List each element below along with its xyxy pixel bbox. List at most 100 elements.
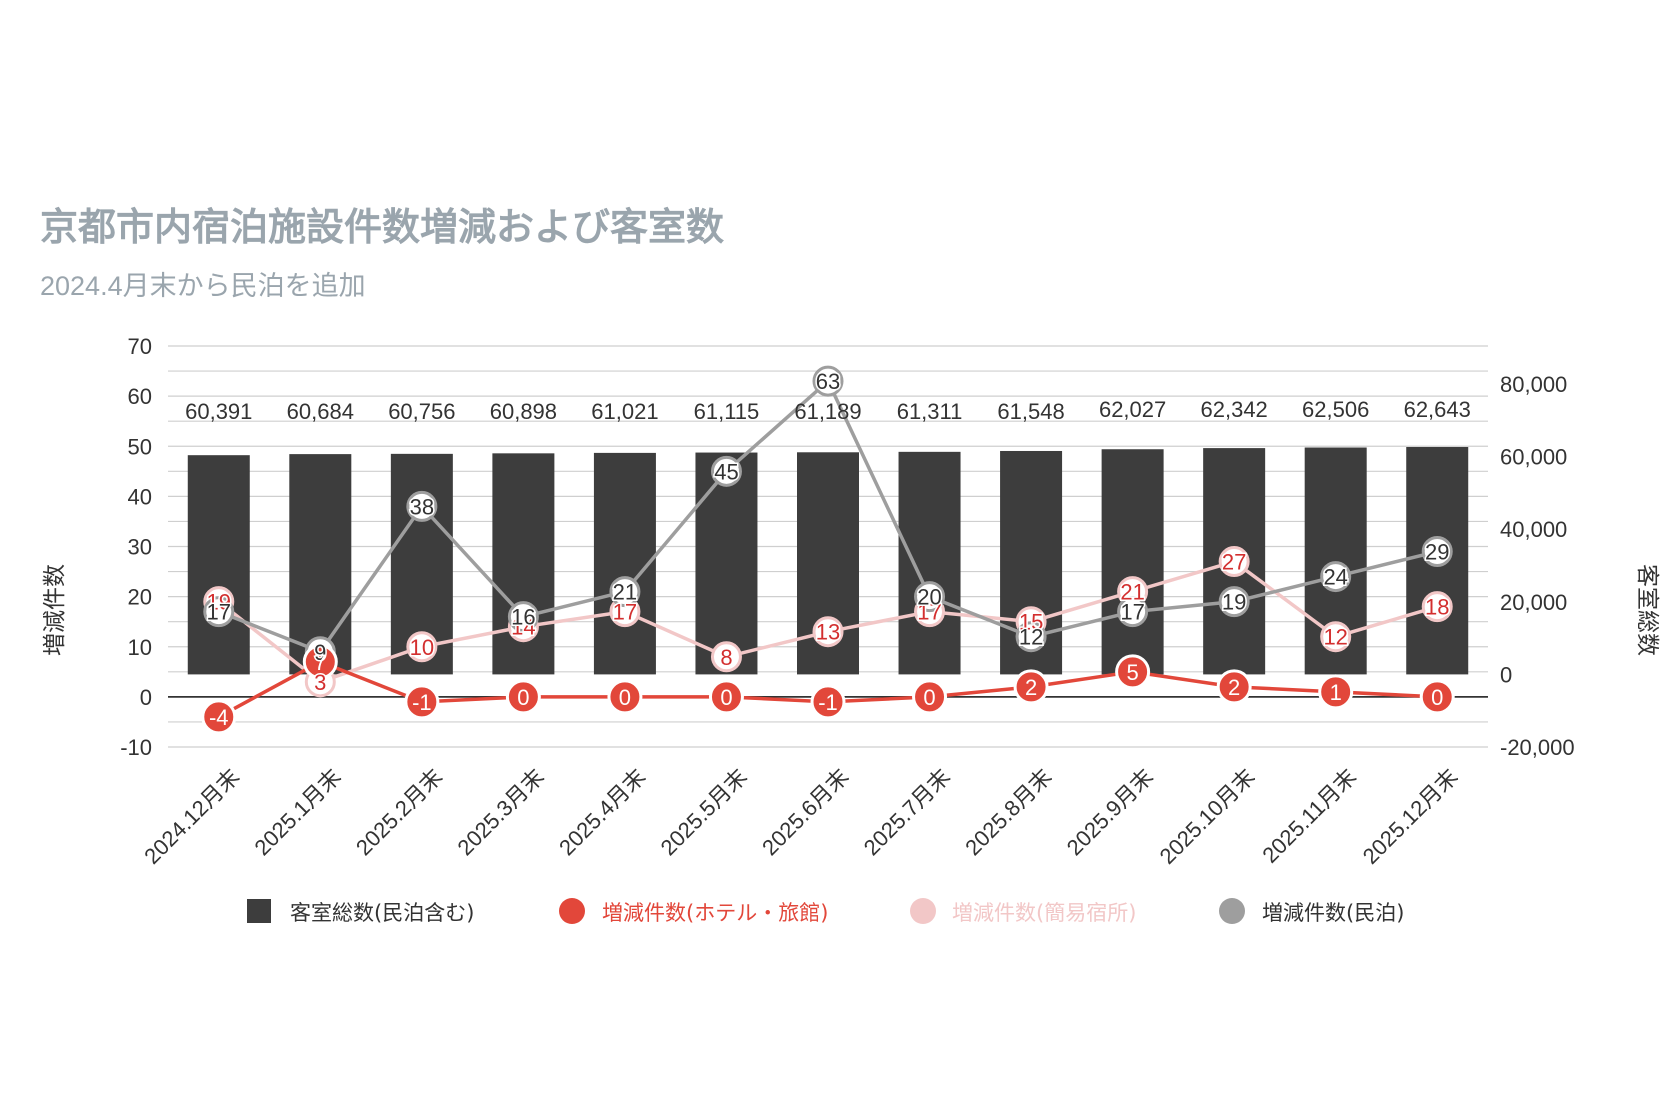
left-axis-tick-label: 40 [128, 484, 152, 509]
x-axis-tick-label: 2025.4月末 [554, 764, 650, 860]
data-point-label: 12 [1019, 625, 1043, 650]
data-point-label: 17 [1120, 600, 1144, 625]
bar-value-label: 61,548 [997, 399, 1064, 424]
bar-value-label: 62,506 [1302, 397, 1369, 422]
data-point [609, 576, 641, 608]
legend-label-minpaku[interactable]: 増減件数(民泊) [1262, 901, 1404, 925]
data-point [1320, 561, 1352, 593]
data-point-label: 29 [1425, 540, 1449, 565]
x-axis-tick-label: 2024.12月末 [139, 764, 244, 869]
data-point-label: 14 [511, 615, 535, 640]
chart-title: 京都市内宿泊施設件数増減および客室数 [40, 205, 724, 249]
data-point [203, 596, 235, 628]
data-point [1218, 546, 1250, 578]
data-point [810, 684, 846, 720]
x-axis-tick-label: 2025.1月末 [249, 764, 345, 860]
bar [187, 455, 250, 675]
data-point-label: 16 [511, 605, 535, 630]
data-point-label: 18 [1425, 595, 1449, 620]
data-point-label: 12 [1323, 625, 1347, 650]
data-point [1216, 669, 1252, 705]
legend-label-bar[interactable]: 客室総数(民泊含む) [290, 901, 474, 925]
x-axis-tick-label: 2025.2月末 [351, 764, 447, 860]
data-point-label: 7 [314, 650, 326, 675]
data-point [708, 679, 744, 715]
chart-subtitle: 2024.4月末から民泊を追加 [40, 271, 366, 301]
x-axis-tick-label: 2025.5月末 [656, 764, 752, 860]
left-axis-tick-label: 20 [128, 585, 152, 610]
right-axis-tick-label: 0 [1500, 662, 1512, 687]
legend-swatch-minpaku [1219, 898, 1245, 924]
legend-label-simple[interactable]: 増減件数(簡易宿所) [952, 901, 1136, 925]
data-point-label: 38 [410, 494, 434, 519]
bar-value-label: 61,021 [591, 399, 658, 424]
data-point [406, 631, 438, 663]
data-point [507, 601, 539, 633]
x-axis-tick-label: 2025.10月末 [1155, 764, 1260, 869]
bar [1101, 449, 1164, 675]
data-point-label: -1 [818, 690, 838, 715]
x-axis-tick-label: 2025.12月末 [1358, 764, 1463, 869]
data-point-label: 13 [816, 620, 840, 645]
bar-value-label: 61,115 [694, 399, 760, 424]
data-point-label: 0 [1431, 685, 1443, 710]
x-axis-tick-label: 2025.8月末 [960, 764, 1056, 860]
legend-swatch-simple [910, 898, 936, 924]
left-axis-tick-label: 10 [128, 635, 152, 660]
bar [898, 451, 961, 675]
bar-value-label: 62,027 [1099, 397, 1166, 422]
data-point-label: 19 [207, 590, 231, 615]
data-point [406, 490, 438, 522]
legend-label-hotel[interactable]: 増減件数(ホテル・旅館) [602, 901, 828, 925]
data-point [607, 679, 643, 715]
left-axis-tick-label: 30 [128, 535, 152, 560]
data-point [201, 699, 237, 735]
data-point-label: 9 [314, 640, 326, 665]
right-axis-tick-label: 60,000 [1500, 445, 1567, 470]
data-point [912, 679, 948, 715]
data-point-label: 17 [613, 600, 637, 625]
lines [201, 365, 1455, 735]
data-point-label: 10 [410, 635, 434, 660]
legend-swatch-hotel [559, 898, 585, 924]
left-axis-tick-label: 70 [128, 334, 152, 359]
data-point-label: 63 [816, 369, 840, 394]
legend-swatch-bar [247, 899, 271, 923]
left-axis-title: 増減件数 [42, 564, 68, 656]
left-axis-tick-label: -10 [120, 735, 152, 760]
data-point [812, 616, 844, 648]
data-point-label: 2 [1025, 675, 1037, 700]
data-point-label: 0 [720, 685, 732, 710]
data-point [1421, 591, 1453, 623]
data-point [302, 644, 338, 680]
x-axis-tick-label: 2025.3月末 [453, 764, 549, 860]
data-point-label: 2 [1228, 675, 1240, 700]
bars [187, 447, 1469, 675]
bar-value-label: 62,342 [1201, 397, 1268, 422]
data-point [1015, 621, 1047, 653]
data-point [1421, 536, 1453, 568]
data-point [404, 684, 440, 720]
data-point-label: -4 [209, 705, 229, 730]
right-axis-tick-label: 80,000 [1500, 372, 1567, 397]
bar-value-label: 61,189 [794, 399, 861, 424]
x-axis-tick-label: 2025.9月末 [1062, 764, 1158, 860]
bar-value-label: 60,898 [490, 399, 557, 424]
x-axis-tick-label: 2025.11月末 [1257, 764, 1361, 868]
data-point [1218, 586, 1250, 618]
data-point [710, 455, 742, 487]
data-point [505, 679, 541, 715]
data-point-label: 15 [1019, 610, 1043, 635]
bar-value-label: 60,756 [388, 399, 455, 424]
right-axis-tick-label: 20,000 [1500, 590, 1567, 615]
data-point-label: -1 [412, 690, 432, 715]
left-axis-tick-label: 0 [140, 685, 152, 710]
left-axis-tick-label: 60 [128, 384, 152, 409]
bar-value-label: 62,643 [1404, 397, 1471, 422]
data-point-label: 1 [1330, 680, 1342, 705]
data-point-label: 17 [917, 600, 941, 625]
data-point [1013, 669, 1049, 705]
bar-value-label: 60,684 [287, 399, 354, 424]
right-axis-tick-label: 40,000 [1500, 517, 1567, 542]
